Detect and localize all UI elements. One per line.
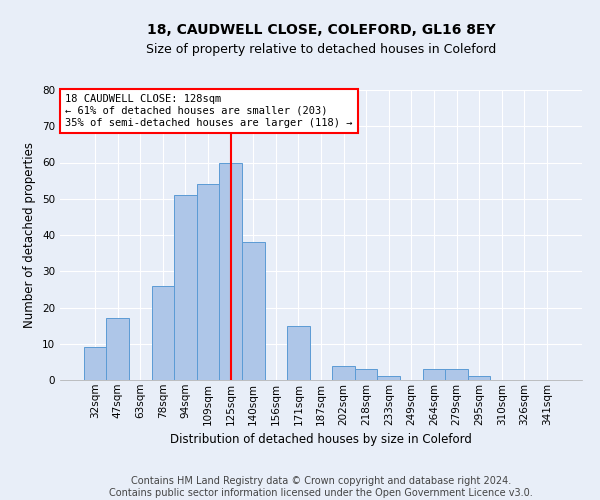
Text: 18 CAUDWELL CLOSE: 128sqm
← 61% of detached houses are smaller (203)
35% of semi: 18 CAUDWELL CLOSE: 128sqm ← 61% of detac… — [65, 94, 353, 128]
Bar — [242, 242, 265, 380]
Y-axis label: Number of detached properties: Number of detached properties — [23, 142, 37, 328]
Text: 18, CAUDWELL CLOSE, COLEFORD, GL16 8EY: 18, CAUDWELL CLOSE, COLEFORD, GL16 8EY — [146, 22, 496, 36]
Text: Size of property relative to detached houses in Coleford: Size of property relative to detached ho… — [146, 42, 496, 56]
X-axis label: Distribution of detached houses by size in Coleford: Distribution of detached houses by size … — [170, 433, 472, 446]
Bar — [197, 184, 220, 380]
Bar — [377, 376, 400, 380]
Bar — [84, 348, 106, 380]
Bar — [287, 326, 310, 380]
Bar — [468, 376, 490, 380]
Bar — [332, 366, 355, 380]
Bar — [174, 195, 197, 380]
Bar — [422, 369, 445, 380]
Bar — [106, 318, 129, 380]
Bar — [445, 369, 468, 380]
Bar — [152, 286, 174, 380]
Bar — [220, 162, 242, 380]
Text: Contains HM Land Registry data © Crown copyright and database right 2024.
Contai: Contains HM Land Registry data © Crown c… — [109, 476, 533, 498]
Bar — [355, 369, 377, 380]
